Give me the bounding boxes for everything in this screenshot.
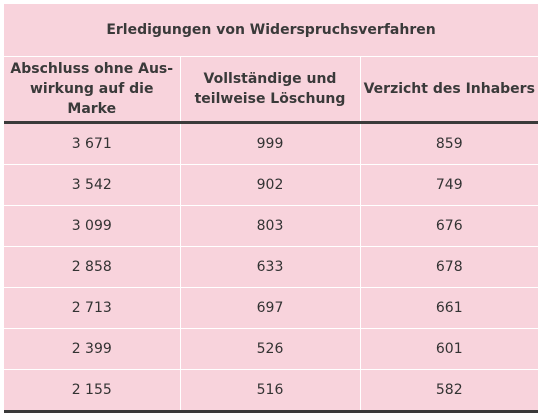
column-header-no-effect-line-1: Abschluss ohne Aus-: [10, 61, 174, 77]
cell-deletion: 803: [179, 205, 360, 247]
objection-proceedings-table: Erledigungen von Widerspruchsverfahren A…: [4, 4, 539, 413]
cell-deletion: 902: [179, 164, 360, 206]
cell-owner-waiver: 582: [359, 369, 539, 413]
column-header-no-effect-line-2: wirkung auf die Marke: [30, 81, 154, 117]
cell-no-effect: 3 542: [4, 164, 180, 206]
column-header-deletion-line-1: Vollständige und: [203, 71, 337, 87]
cell-deletion: 697: [179, 287, 360, 329]
column-header-no-effect: Abschluss ohne Aus- wirkung auf die Mark…: [4, 56, 180, 124]
cell-deletion: 633: [179, 246, 360, 288]
column-header-deletion: Vollständige und teilweise Löschung: [179, 56, 360, 124]
cell-deletion: 526: [179, 328, 360, 370]
cell-no-effect: 2 858: [4, 246, 180, 288]
cell-owner-waiver: 678: [359, 246, 539, 288]
table-row: 3 542 902 749: [4, 164, 539, 206]
cell-owner-waiver: 859: [359, 122, 539, 165]
column-header-deletion-line-2: teilweise Löschung: [194, 91, 346, 107]
statistics-table-container: Erledigungen von Widerspruchsverfahren A…: [4, 4, 539, 413]
table-row: 3 099 803 676: [4, 205, 539, 247]
column-header-row: Abschluss ohne Aus- wirkung auf die Mark…: [4, 56, 539, 124]
cell-no-effect: 3 099: [4, 205, 180, 247]
table-row: 2 713 697 661: [4, 287, 539, 329]
cell-no-effect: 2 713: [4, 287, 180, 329]
cell-owner-waiver: 676: [359, 205, 539, 247]
table-row: 2 858 633 678: [4, 246, 539, 288]
table-title: Erledigungen von Widerspruchsverfahren: [4, 4, 539, 57]
cell-no-effect: 2 399: [4, 328, 180, 370]
cell-deletion: 516: [179, 369, 360, 413]
cell-no-effect: 3 671: [4, 122, 180, 165]
table-title-row: Erledigungen von Widerspruchsverfahren: [4, 4, 539, 57]
column-header-owner-waiver: Verzicht des Inhabers: [359, 56, 539, 124]
cell-owner-waiver: 601: [359, 328, 539, 370]
cell-owner-waiver: 749: [359, 164, 539, 206]
table-row: 2 155 516 582: [4, 369, 539, 413]
cell-owner-waiver: 661: [359, 287, 539, 329]
table-row: 2 399 526 601: [4, 328, 539, 370]
cell-deletion: 999: [179, 122, 360, 165]
cell-no-effect: 2 155: [4, 369, 180, 413]
table-row: 3 671 999 859: [4, 122, 539, 165]
